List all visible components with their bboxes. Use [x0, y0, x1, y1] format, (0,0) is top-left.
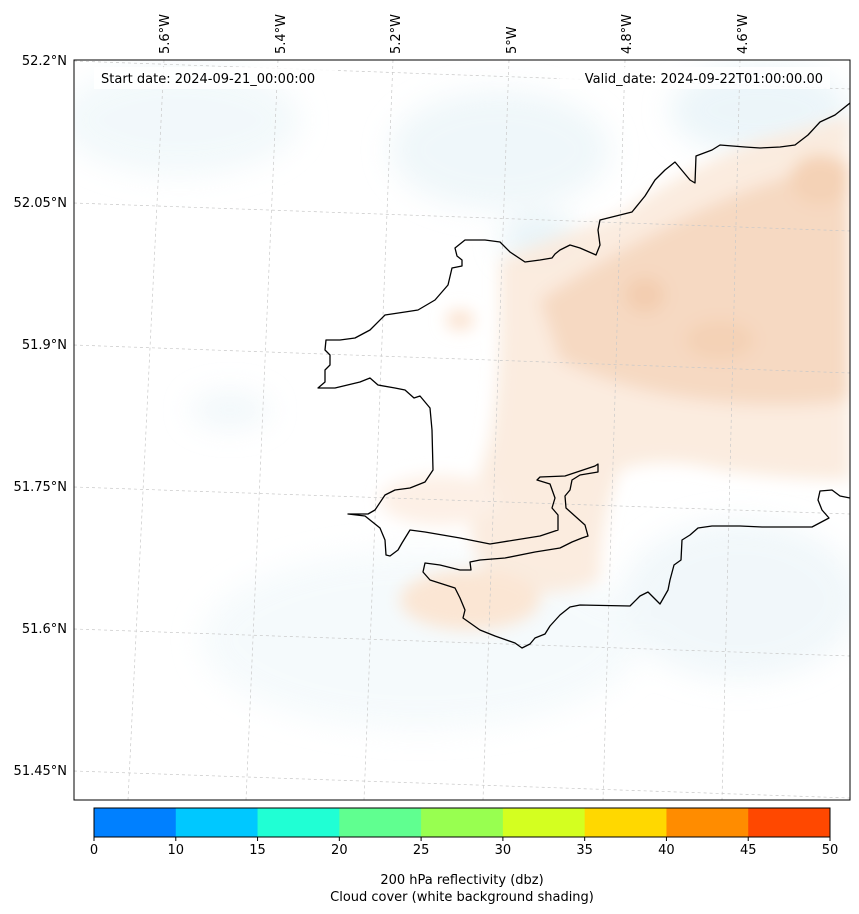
lat-tick-label: 51.9°N [22, 338, 67, 353]
colorbar-segment [257, 808, 340, 837]
start-date-annotation: Start date: 2024-09-21_00:00:00 [94, 67, 338, 89]
lat-tick-labels: 52.2°N 52.05°N 51.9°N 51.75°N 51.6°N 51.… [14, 54, 67, 779]
colorbar-tick-label: 10 [168, 843, 185, 858]
colorbar-frame [93, 807, 831, 838]
lon-tick-label: 5.6°W [158, 14, 173, 54]
colorbar-tick-label: 15 [249, 843, 266, 858]
colorbar-tick-label: 40 [658, 843, 675, 858]
valid-date-annotation: Valid_date: 2024-09-22T01:00:00.00 [560, 67, 830, 89]
map-area: Start date: 2024-09-21_00:00:00 Valid_da… [74, 60, 850, 800]
lon-tick-label: 5°W [505, 26, 520, 54]
colorbar-segment [94, 808, 177, 837]
colorbar-tick-label: 35 [576, 843, 593, 858]
colorbar-segment [584, 808, 667, 837]
colorbar-segment [748, 808, 831, 837]
lat-tick-label: 51.75°N [14, 480, 67, 495]
lon-tick-labels: 5.6°W 5.4°W 5.2°W 5°W 4.8°W 4.6°W [158, 14, 751, 54]
colorbar-ticks: 0 10 15 20 25 30 35 40 45 50 [90, 837, 838, 858]
colorbar-segment [175, 808, 259, 837]
colorbar-label-line1: 200 hPa reflectivity (dbz) [380, 873, 543, 888]
lon-tick-label: 4.8°W [620, 14, 635, 54]
start-date-text: Start date: 2024-09-21_00:00:00 [101, 72, 315, 87]
map-frame [73, 59, 851, 801]
lon-tick-label: 5.4°W [274, 14, 289, 54]
colorbar-segment [421, 808, 504, 837]
colorbar: 0 10 15 20 25 30 35 40 45 50 200 hPa reflectivity… [90, 807, 838, 905]
colorbar-segment [502, 808, 586, 837]
colorbar-tick-label: 50 [822, 843, 839, 858]
colorbar-segment [666, 808, 749, 837]
coastline [317, 102, 850, 649]
lat-tick-label: 52.05°N [14, 196, 67, 211]
colorbar-tick-label: 30 [495, 843, 512, 858]
lat-tick-label: 51.6°N [22, 622, 67, 637]
colorbar-tick-label: 0 [90, 843, 98, 858]
lat-tick-label: 52.2°N [22, 54, 67, 69]
colorbar-tick-label: 20 [331, 843, 348, 858]
colorbar-tick-label: 45 [740, 843, 757, 858]
colorbar-segment [339, 808, 422, 837]
valid-date-text: Valid_date: 2024-09-22T01:00:00.00 [585, 72, 823, 87]
colorbar-label-line2: Cloud cover (white background shading) [330, 890, 594, 905]
lat-tick-label: 51.45°N [14, 764, 67, 779]
colorbar-segments [94, 808, 831, 837]
lon-tick-label: 4.6°W [736, 14, 751, 54]
colorbar-tick-label: 25 [413, 843, 430, 858]
lon-tick-label: 5.2°W [389, 14, 404, 54]
